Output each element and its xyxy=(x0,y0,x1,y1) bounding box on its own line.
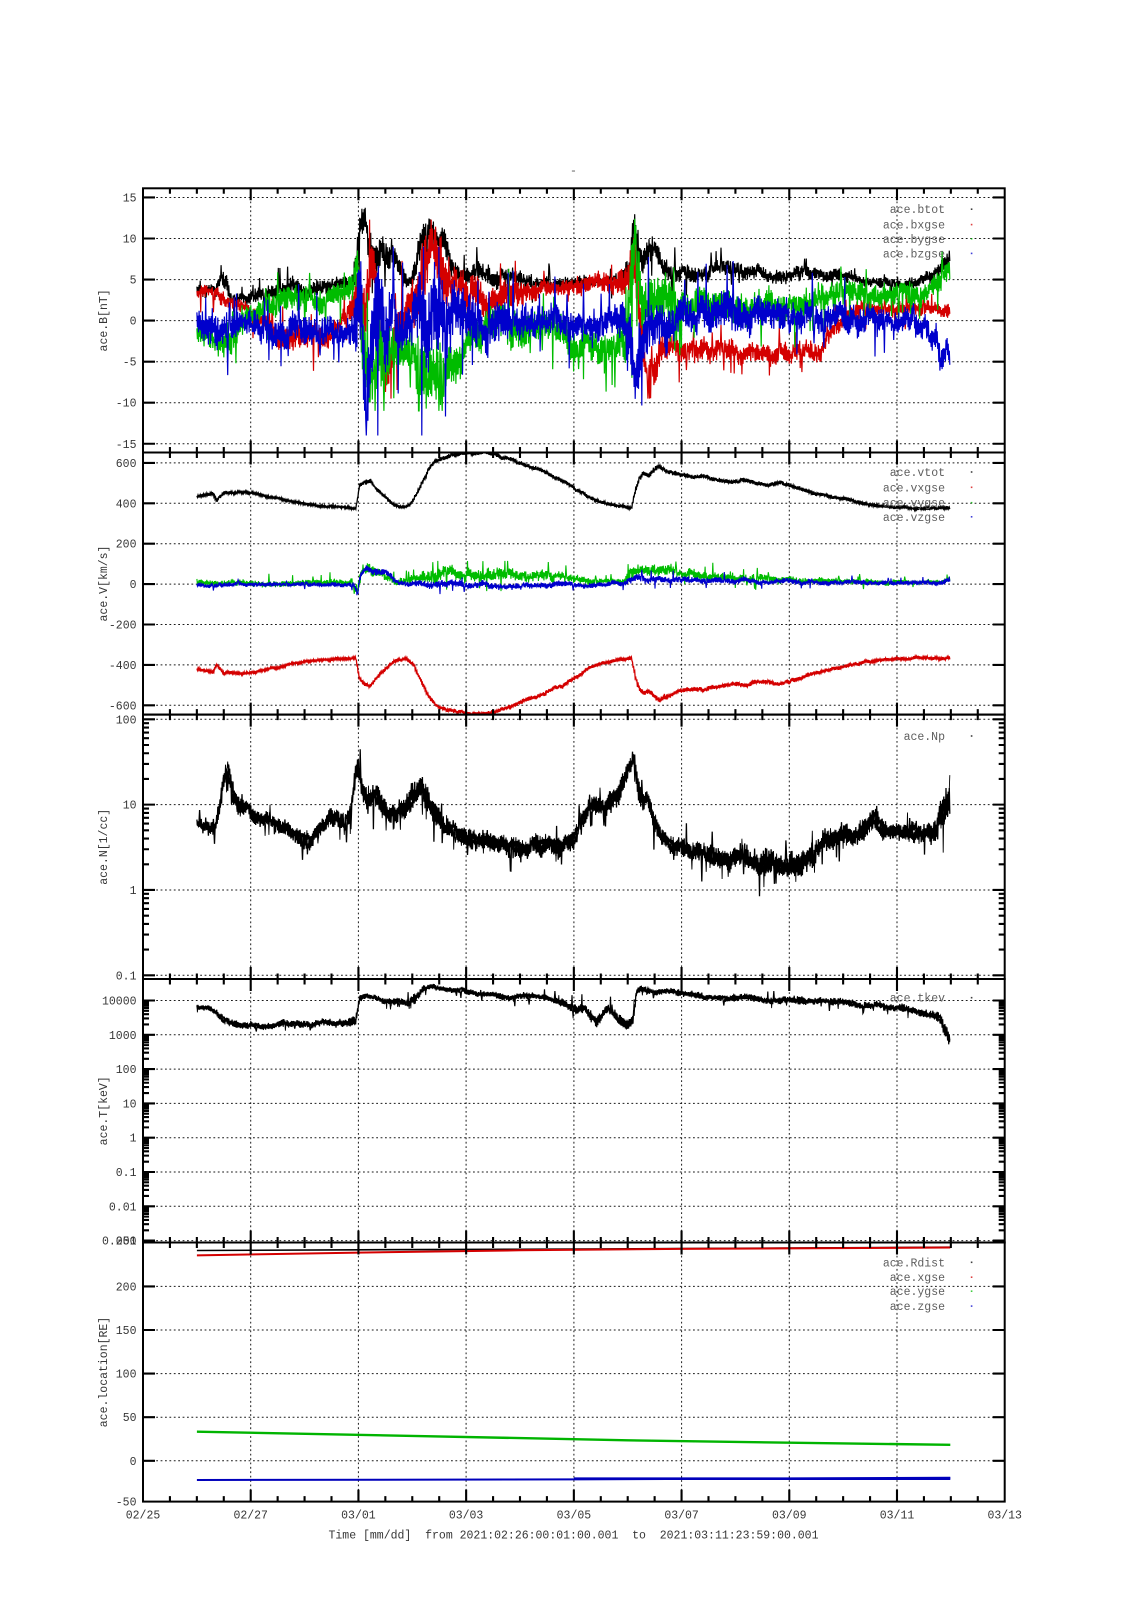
svg-text:0.1: 0.1 xyxy=(116,1167,137,1180)
svg-text:200: 200 xyxy=(116,1281,137,1294)
svg-text:ace.bxgse: ace.bxgse xyxy=(883,220,945,233)
svg-text:ace.vtot: ace.vtot xyxy=(890,467,945,480)
svg-text:-5: -5 xyxy=(123,357,137,370)
svg-text:-50: -50 xyxy=(116,1497,137,1510)
svg-text:0: 0 xyxy=(130,579,137,592)
svg-text:10: 10 xyxy=(123,1098,137,1111)
svg-text:03/07: 03/07 xyxy=(664,1510,699,1523)
svg-text:50: 50 xyxy=(123,1412,137,1425)
svg-text:ace.tkev: ace.tkev xyxy=(890,993,945,1006)
svg-text:03/09: 03/09 xyxy=(772,1510,807,1523)
svg-text:0: 0 xyxy=(130,1456,137,1469)
svg-text:100: 100 xyxy=(116,1369,137,1382)
svg-text:ace.location[RE]: ace.location[RE] xyxy=(98,1317,111,1427)
svg-text:-10: -10 xyxy=(116,398,137,411)
svg-text:02/27: 02/27 xyxy=(233,1510,268,1523)
svg-text:200: 200 xyxy=(116,539,137,552)
svg-text:ace.B[nT]: ace.B[nT] xyxy=(98,289,111,351)
svg-text:02/25: 02/25 xyxy=(126,1510,161,1523)
svg-text:10: 10 xyxy=(123,800,137,813)
svg-text:ace.bzgse: ace.bzgse xyxy=(883,248,945,261)
svg-text:0.1: 0.1 xyxy=(116,970,137,983)
svg-text:ace.btot: ace.btot xyxy=(890,204,945,217)
svg-text:-200: -200 xyxy=(109,620,137,633)
svg-text:Time [mm/dd] from 2021:02:26:: Time [mm/dd] from 2021:02:26:00:01:00.00… xyxy=(329,1530,819,1543)
svg-text:-15: -15 xyxy=(116,439,137,452)
svg-text:ace.ygse: ace.ygse xyxy=(890,1286,945,1299)
svg-text:0.001: 0.001 xyxy=(102,1236,137,1249)
svg-text:400: 400 xyxy=(116,498,137,511)
svg-text:100: 100 xyxy=(116,714,137,727)
svg-text:03/05: 03/05 xyxy=(557,1510,592,1523)
svg-text:03/11: 03/11 xyxy=(880,1510,915,1523)
svg-text:1: 1 xyxy=(130,1133,137,1146)
svg-text:03/13: 03/13 xyxy=(987,1510,1022,1523)
svg-text:ace.vzgse: ace.vzgse xyxy=(883,512,945,525)
svg-text:ace.xgse: ace.xgse xyxy=(890,1272,945,1285)
svg-text:1000: 1000 xyxy=(109,1030,137,1043)
svg-text:ace.Np: ace.Np xyxy=(904,731,946,744)
svg-text:150: 150 xyxy=(116,1325,137,1338)
svg-text:5: 5 xyxy=(130,275,137,288)
svg-text:10000: 10000 xyxy=(102,996,137,1009)
svg-text:10: 10 xyxy=(123,234,137,247)
svg-text:0: 0 xyxy=(130,316,137,329)
svg-text:-400: -400 xyxy=(109,660,137,673)
svg-text:250: 250 xyxy=(116,1235,137,1248)
svg-text:ace.N[1/cc]: ace.N[1/cc] xyxy=(98,809,111,885)
svg-text:03/03: 03/03 xyxy=(449,1510,484,1523)
svg-text:0.01: 0.01 xyxy=(109,1201,137,1214)
svg-text:ace.V[km/s]: ace.V[km/s] xyxy=(98,546,111,622)
svg-text:ace.bygse: ace.bygse xyxy=(883,234,945,247)
svg-text:03/01: 03/01 xyxy=(341,1510,376,1523)
svg-text:-600: -600 xyxy=(109,700,137,713)
svg-text:1: 1 xyxy=(130,885,137,898)
svg-text:ace.vxgse: ace.vxgse xyxy=(883,482,945,495)
svg-text:15: 15 xyxy=(123,193,137,206)
svg-text:ace.T[keV]: ace.T[keV] xyxy=(98,1076,111,1145)
svg-text:100: 100 xyxy=(116,1064,137,1077)
svg-text:600: 600 xyxy=(116,458,137,471)
svg-text:ace.Rdist: ace.Rdist xyxy=(883,1257,945,1270)
svg-text:ace.zgse: ace.zgse xyxy=(890,1301,945,1314)
svg-text:ace.vygse: ace.vygse xyxy=(883,498,945,511)
svg-text:-: - xyxy=(570,165,577,178)
